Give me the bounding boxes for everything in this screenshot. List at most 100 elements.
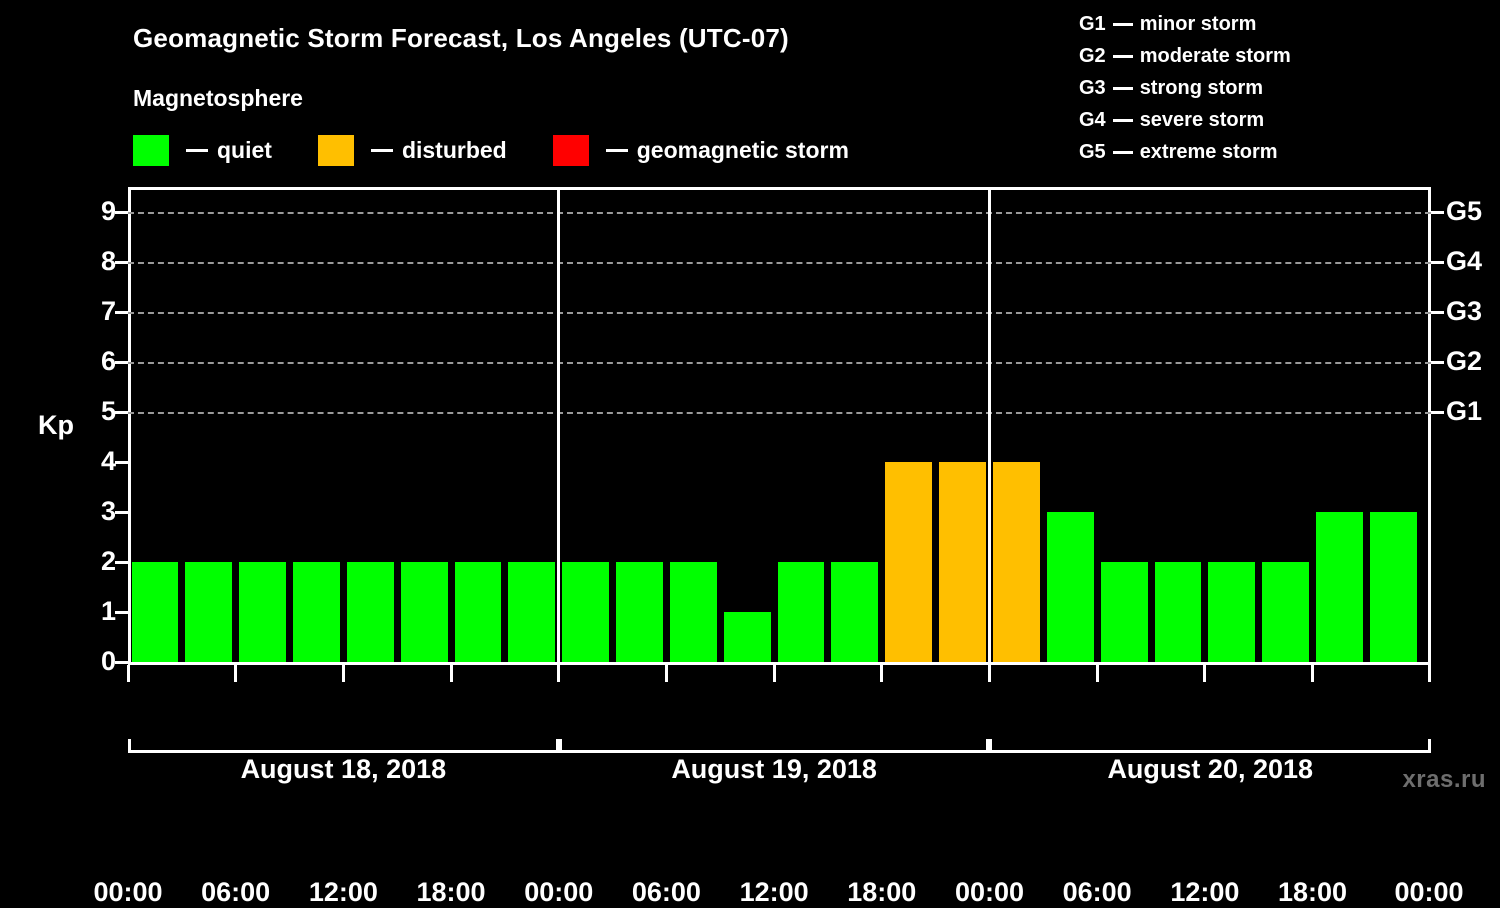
day-bracket — [128, 739, 559, 753]
magnetosphere-heading: Magnetosphere — [133, 85, 303, 111]
bar — [1369, 512, 1417, 662]
plot-area: 0 1 2 3 4 5 6 7 8 9 G1 G2 G3 G4 G5 00:00 06:00 12:00 18:… — [93, 187, 1482, 907]
bar — [1316, 512, 1363, 662]
x-tick — [772, 665, 776, 682]
g-scale-row: G4 severe storm — [1079, 104, 1291, 136]
g-scale-code: G2 — [1079, 44, 1106, 67]
y-tick-label: 7 — [100, 296, 116, 326]
right-axis-label: G4 — [1446, 246, 1483, 276]
x-tick-label: 18:00 — [1278, 877, 1348, 907]
y-tick-label: 2 — [100, 546, 116, 576]
g-scale-description: severe storm — [1139, 108, 1265, 131]
y-tick-label: 1 — [100, 596, 116, 626]
g-scale-description: minor storm — [1139, 12, 1257, 35]
y-tick-label: 0 — [100, 646, 116, 676]
y-axis-title: Kp — [38, 410, 74, 440]
gridline-kp-7 — [128, 312, 1431, 314]
bar — [400, 562, 448, 662]
x-tick — [880, 665, 884, 682]
bar — [831, 562, 879, 662]
bar — [185, 562, 233, 662]
x-tick-label: 18:00 — [416, 877, 486, 907]
g-scale-code: G5 — [1079, 140, 1106, 163]
g-scale-code: G1 — [1079, 12, 1106, 35]
bar — [508, 562, 556, 662]
g-scale-dash — [1112, 86, 1133, 90]
geomagnetic-forecast-chart: Geomagnetic Storm Forecast, Los Angeles … — [38, 8, 1486, 907]
y-tick-label: 6 — [100, 346, 116, 376]
g-scale-description: moderate storm — [1139, 44, 1291, 67]
bar — [992, 462, 1040, 662]
y-tick-label: 8 — [100, 246, 116, 276]
bar — [669, 562, 717, 662]
orange-square-icon — [317, 134, 354, 166]
y-tick-8 — [115, 260, 128, 264]
right-axis-label: G3 — [1446, 296, 1483, 326]
x-tick — [1311, 665, 1315, 682]
right-tick-G3 — [1431, 310, 1444, 314]
y-tick-2 — [115, 560, 128, 564]
legend-dash — [186, 148, 208, 152]
x-tick — [1427, 665, 1431, 682]
plot-frame-top — [128, 187, 1431, 190]
day-bracket — [558, 739, 990, 753]
plot-frame-left — [128, 187, 131, 662]
bar — [562, 562, 610, 662]
day-label: August 20, 2018 — [1107, 754, 1314, 784]
g-scale-legend: G1 minor storm G2 moderate storm G3 strong st… — [1079, 8, 1291, 168]
gridline-kp-6 — [128, 362, 1431, 364]
x-tick-label: 06:00 — [631, 877, 701, 907]
gridline-kp-5 — [128, 412, 1431, 414]
g-scale-description: extreme storm — [1139, 140, 1278, 163]
g-scale-row: G1 minor storm — [1079, 8, 1291, 40]
page-title: Geomagnetic Storm Forecast, Los Angeles … — [133, 23, 789, 53]
right-tick-G4 — [1431, 260, 1444, 264]
g-scale-code: G3 — [1079, 76, 1106, 99]
bar — [616, 562, 663, 662]
y-tick-label: 3 — [100, 496, 116, 526]
y-tick-4 — [115, 460, 128, 464]
bar — [1262, 562, 1310, 662]
x-tick-label: 12:00 — [739, 877, 809, 907]
bar — [777, 562, 825, 662]
y-tick-9 — [115, 210, 128, 214]
bar — [1100, 562, 1148, 662]
plot-frame-right — [1428, 187, 1431, 662]
x-tick — [126, 665, 130, 682]
plot-baseline — [128, 662, 1431, 665]
x-tick-label: 06:00 — [1062, 877, 1132, 907]
bar — [723, 612, 771, 662]
x-tick-label: 00:00 — [1394, 877, 1464, 907]
g-scale-dash — [1112, 150, 1133, 154]
day-label: August 19, 2018 — [671, 754, 877, 784]
red-square-icon — [552, 134, 589, 166]
x-tick-label: 00:00 — [954, 877, 1025, 907]
bar — [1154, 562, 1202, 662]
day-brackets — [128, 739, 1431, 753]
legend-item-label: quiet — [217, 136, 272, 163]
right-axis-label: G5 — [1446, 196, 1483, 226]
x-tick-label: 00:00 — [93, 877, 163, 907]
g-scale-description: strong storm — [1139, 76, 1264, 99]
x-tick-label: 06:00 — [201, 877, 271, 907]
bar — [1208, 562, 1256, 662]
day-separator — [557, 187, 561, 662]
x-tick — [664, 665, 668, 682]
y-tick-0 — [115, 660, 128, 664]
legend-item: geomagnetic storm — [552, 134, 849, 166]
x-tick — [341, 665, 345, 682]
bar-series — [128, 187, 1431, 662]
y-tick-6 — [115, 360, 128, 364]
g-scale-row: G3 strong storm — [1079, 72, 1291, 104]
right-axis-label: G1 — [1446, 396, 1483, 426]
x-tick — [449, 665, 453, 682]
watermark: xras.ru — [1402, 766, 1486, 793]
y-tick-7 — [115, 310, 128, 314]
x-tick-label: 18:00 — [847, 877, 917, 907]
bar — [454, 562, 502, 662]
legend-dash — [605, 148, 628, 152]
g-scale-row: G2 moderate storm — [1079, 40, 1291, 72]
y-tick-label: 4 — [100, 446, 116, 476]
legend-item: disturbed — [317, 134, 507, 166]
g-scale-code: G4 — [1079, 108, 1106, 131]
